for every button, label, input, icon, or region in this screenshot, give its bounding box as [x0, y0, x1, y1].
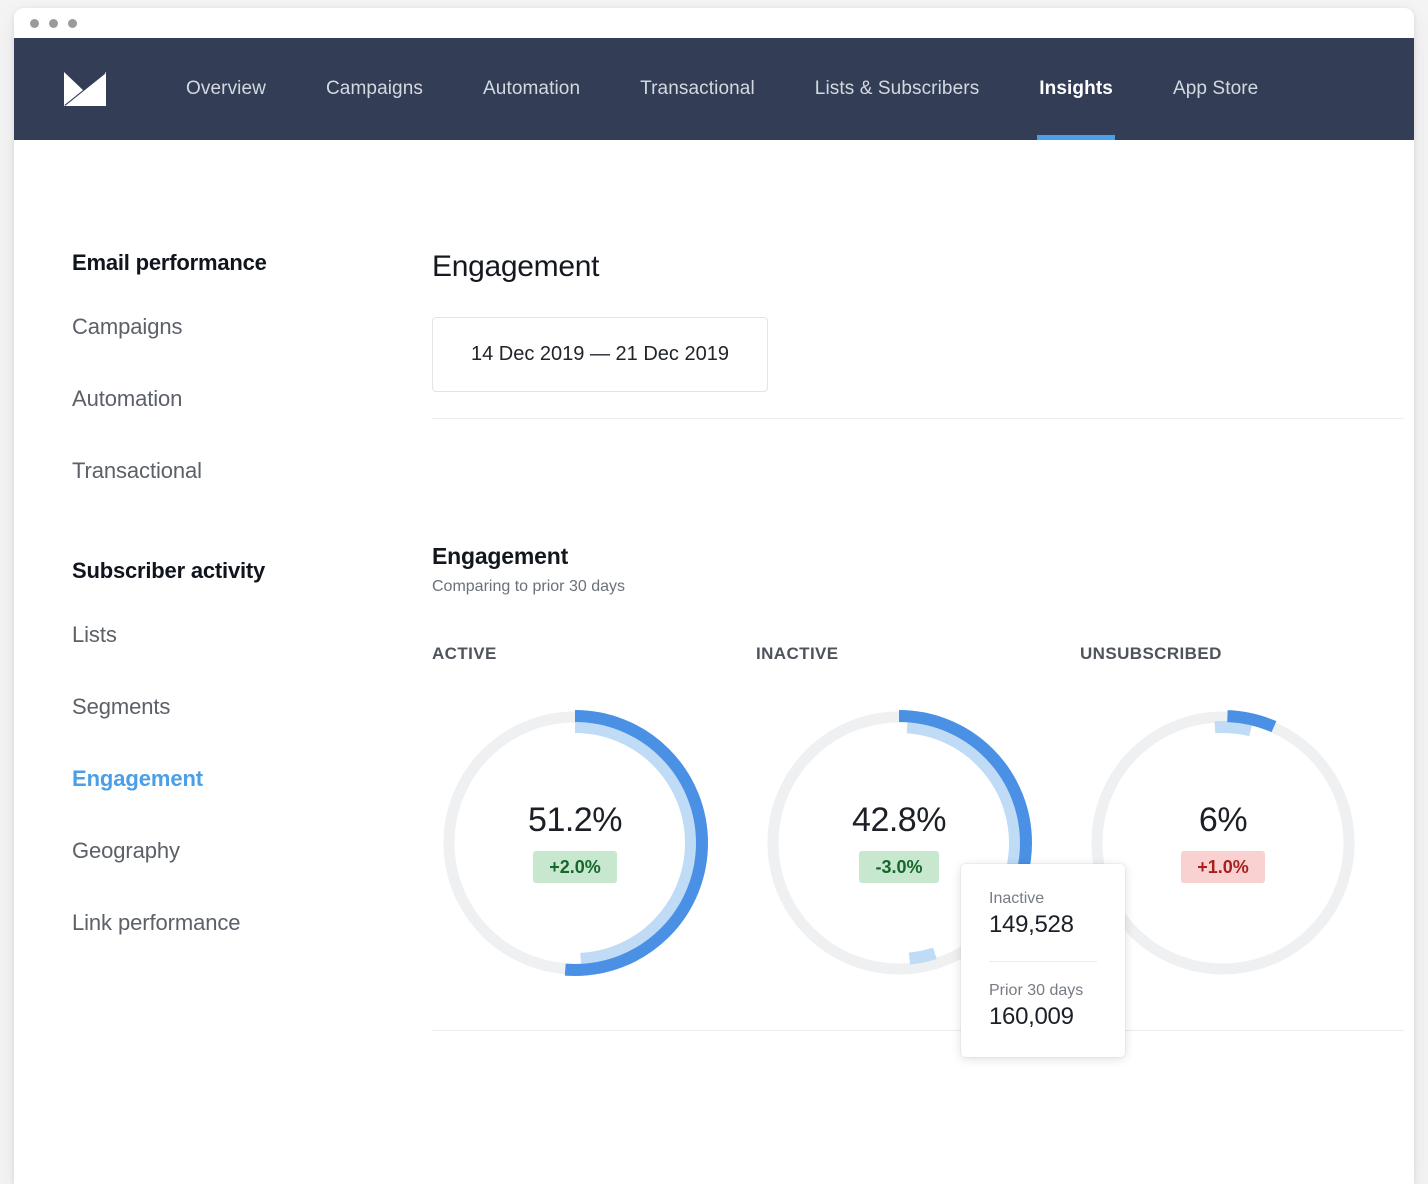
donut-value-active: 51.2%: [528, 801, 622, 839]
nav-label: Transactional: [640, 78, 755, 99]
engagement-column-active: ACTIVE 51.2% +2.0%: [432, 644, 756, 986]
donut-svg-active: [442, 710, 708, 976]
engagement-donut-columns: ACTIVE 51.2% +2.0%: [432, 644, 1404, 986]
nav-item-insights[interactable]: Insights: [1009, 38, 1143, 140]
sidebar-item-link-performance[interactable]: Link performance: [72, 910, 241, 935]
donut-arc-current: [442, 710, 708, 976]
sidebar-item-lists[interactable]: Lists: [72, 622, 117, 647]
donut-center-inactive: 42.8% -3.0%: [756, 700, 1042, 986]
donut-arc-prior: [453, 721, 697, 965]
donut-svg-inactive: [766, 710, 1032, 976]
tooltip-divider: [989, 961, 1097, 962]
nav-label: Campaigns: [325, 78, 423, 99]
tooltip-prior-label: Prior 30 days: [989, 982, 1084, 999]
page-title: Engagement: [432, 250, 600, 283]
tooltip-value: 149,528: [989, 911, 1074, 938]
nav-items: Overview Campaigns Automation Transactio…: [156, 38, 1288, 140]
donut-center-unsubscribed: 6% +1.0%: [1080, 700, 1366, 986]
envelope-logo-icon[interactable]: [62, 69, 108, 109]
window-titlebar: [14, 8, 1414, 38]
sidebar-item-automation[interactable]: Automation: [72, 386, 183, 411]
date-range-picker[interactable]: 14 Dec 2019 — 21 Dec 2019: [432, 317, 768, 392]
nav-item-overview[interactable]: Overview: [156, 38, 296, 140]
nav-label: Automation: [483, 78, 581, 99]
sidebar-spacer: [72, 530, 432, 558]
sidebar-item-campaigns[interactable]: Campaigns: [72, 314, 183, 339]
sidebar-section-title-subscriber-activity: Subscriber activity: [72, 558, 266, 583]
nav-item-app-store[interactable]: App Store: [1143, 38, 1288, 140]
panel-title: Engagement: [432, 543, 569, 569]
tooltip-prior-value: 160,009: [989, 1003, 1074, 1030]
donut-arc-current: [766, 710, 1032, 976]
sidebar-item-transactional[interactable]: Transactional: [72, 458, 202, 483]
sidebar-item-engagement[interactable]: Engagement: [72, 766, 204, 791]
nav-label: App Store: [1172, 78, 1259, 99]
donut-arc-prior-tail: [777, 721, 1021, 965]
sidebar: Email performance Campaigns Automation T…: [72, 250, 432, 1031]
column-label-unsubscribed: UNSUBSCRIBED: [1080, 644, 1222, 663]
donut-center-active: 51.2% +2.0%: [432, 700, 718, 986]
sidebar-item-geography[interactable]: Geography: [72, 838, 180, 863]
browser-window: Overview Campaigns Automation Transactio…: [14, 8, 1414, 1184]
footer-divider: [432, 1030, 1404, 1031]
column-label-active: ACTIVE: [432, 644, 497, 663]
engagement-column-inactive: INACTIVE 42.8% -3.0%: [756, 644, 1080, 986]
donut-track: [1091, 711, 1355, 975]
column-label-inactive: INACTIVE: [756, 644, 839, 663]
donut-delta-badge-inactive: -3.0%: [859, 851, 939, 883]
donut-arc-current: [1090, 710, 1356, 976]
chart-tooltip: Inactive 149,528 Prior 30 days 160,009: [961, 864, 1125, 1057]
nav-label: Overview: [186, 78, 266, 99]
window-dot-maximize[interactable]: [68, 18, 77, 28]
nav-label: Insights: [1039, 78, 1113, 99]
nav-item-automation[interactable]: Automation: [453, 38, 610, 140]
header-divider: [432, 418, 1404, 419]
donut-chart-active[interactable]: 51.2% +2.0%: [432, 700, 718, 986]
donut-value-unsubscribed: 6%: [1198, 801, 1248, 839]
tooltip-label: Inactive: [989, 890, 1045, 907]
donut-value-inactive: 42.8%: [852, 801, 946, 839]
page-content: Email performance Campaigns Automation T…: [14, 140, 1414, 1031]
donut-svg-unsubscribed: [1090, 710, 1356, 976]
sidebar-item-segments[interactable]: Segments: [72, 694, 171, 719]
sidebar-section-title-email-performance: Email performance: [72, 250, 267, 275]
donut-delta-badge-active: +2.0%: [533, 851, 617, 883]
nav-item-lists-subscribers[interactable]: Lists & Subscribers: [785, 38, 1010, 140]
window-dot-minimize[interactable]: [49, 18, 58, 28]
donut-chart-unsubscribed[interactable]: 6% +1.0%: [1080, 700, 1366, 986]
nav-item-campaigns[interactable]: Campaigns: [296, 38, 453, 140]
donut-delta-badge-unsubscribed: +1.0%: [1181, 851, 1265, 883]
engagement-column-unsubscribed: UNSUBSCRIBED 6% +1.0%: [1080, 644, 1404, 986]
nav-label: Lists & Subscribers: [814, 78, 980, 99]
window-dot-close[interactable]: [30, 18, 39, 28]
top-navigation-bar: Overview Campaigns Automation Transactio…: [14, 38, 1414, 140]
engagement-panel-header: Engagement Comparing to prior 30 days: [432, 543, 1404, 596]
donut-chart-inactive[interactable]: 42.8% -3.0%: [756, 700, 1042, 986]
panel-subtitle: Comparing to prior 30 days: [432, 578, 625, 595]
main-panel: Engagement 14 Dec 2019 — 21 Dec 2019 Eng…: [432, 250, 1414, 1031]
nav-item-transactional[interactable]: Transactional: [610, 38, 785, 140]
